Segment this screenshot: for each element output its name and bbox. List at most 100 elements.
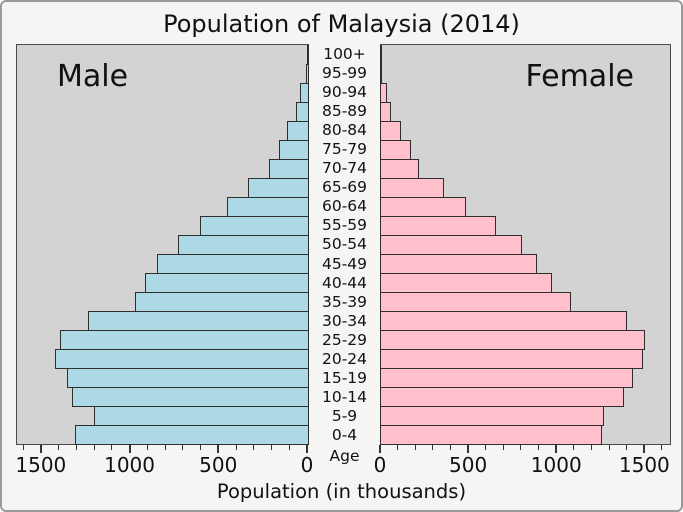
pyramid-bar: [380, 178, 444, 198]
minor-tick-mark: [200, 445, 202, 450]
male-axis-tick-labels: 0 500 1000 1500: [15, 453, 313, 479]
age-group-label: 90-94: [321, 82, 368, 101]
pyramid-bar: [380, 425, 602, 445]
age-group-label: 100+: [323, 44, 366, 63]
chart-title: Population of Malaysia (2014): [163, 10, 520, 38]
pyramid-bar: [279, 140, 309, 160]
pyramid-bar: [135, 292, 309, 312]
minor-tick-mark: [111, 445, 113, 450]
pyramid-bar: [269, 159, 309, 179]
axis-tick-label: 0: [373, 453, 387, 477]
pyramid-bar: [178, 235, 309, 255]
pyramid-bar: [380, 83, 387, 103]
minor-tick-mark: [164, 445, 166, 450]
age-group-label: 15-19: [321, 369, 368, 388]
age-group-label: 25-29: [321, 330, 368, 349]
axis-tick-label: 500: [449, 453, 488, 477]
age-group-label: 5-9: [331, 407, 358, 426]
pyramid-bar: [380, 216, 496, 236]
male-plot-area: Male: [16, 44, 309, 445]
axis-tick-label: 1500: [15, 453, 67, 477]
pyramid-bar: [300, 83, 309, 103]
axis-tick-label: 1000: [104, 453, 155, 477]
male-side-label: Male: [57, 59, 129, 94]
minor-tick-mark: [414, 445, 416, 450]
pyramid-bar: [248, 178, 309, 198]
major-tick-mark: [555, 445, 558, 453]
pyramid-bar: [380, 330, 645, 350]
minor-tick-mark: [93, 445, 95, 450]
pyramid-bar: [156, 254, 309, 274]
pyramid-bar: [75, 425, 309, 445]
pyramid-bar: [380, 311, 627, 331]
minor-tick-mark: [590, 445, 592, 450]
age-group-label: 0-4: [331, 426, 358, 445]
pyramid-bar: [145, 273, 309, 293]
pyramid-bar: [380, 197, 467, 217]
minor-tick-mark: [22, 445, 24, 450]
pyramid-bar: [380, 64, 383, 84]
age-group-label: 70-74: [321, 159, 368, 178]
major-tick-mark: [128, 445, 131, 453]
female-axis-ticks: [379, 445, 671, 457]
pyramid-bar: [380, 273, 552, 293]
major-tick-mark: [379, 445, 381, 453]
age-group-label: 10-14: [321, 388, 368, 407]
pyramid-bar: [380, 159, 420, 179]
age-group-label: 85-89: [321, 101, 368, 120]
age-group-label: 45-49: [321, 254, 368, 273]
age-group-label: 60-64: [321, 197, 368, 216]
minor-tick-mark: [235, 445, 237, 450]
age-group-label: 35-39: [321, 292, 368, 311]
age-group-label: 95-99: [321, 63, 368, 82]
axis-tick-label: 1500: [618, 453, 670, 477]
female-plot-area: Female: [380, 44, 671, 445]
age-group-label: 40-44: [321, 273, 368, 292]
major-tick-mark: [217, 445, 220, 453]
pyramid-bar: [380, 406, 604, 426]
minor-tick-mark: [502, 445, 504, 450]
age-group-label: 65-69: [321, 178, 368, 197]
minor-tick-mark: [626, 445, 628, 450]
pyramid-bar: [380, 387, 624, 407]
pyramid-bar: [380, 102, 392, 122]
pyramid-bar: [87, 311, 309, 331]
major-tick-mark: [306, 445, 308, 453]
male-axis-ticks: [16, 445, 309, 457]
minor-tick-mark: [661, 445, 663, 450]
pyramid-bar: [380, 292, 572, 312]
major-tick-mark: [467, 445, 470, 453]
pyramid-bar: [287, 121, 309, 141]
pyramid-bar: [380, 254, 537, 274]
minor-tick-mark: [182, 445, 184, 450]
pyramid-bar: [200, 216, 309, 236]
minor-tick-mark: [397, 445, 399, 450]
female-side-label: Female: [525, 59, 634, 94]
minor-tick-mark: [538, 445, 540, 450]
pyramid-bar: [380, 140, 412, 160]
pyramid-bar: [59, 330, 309, 350]
age-labels-column: 100+ 95-99 90-94 85-89 80-84 75-79 70-74 65-69 6…: [309, 44, 380, 445]
age-group-label: 75-79: [321, 140, 368, 159]
pyramid-bar: [71, 387, 309, 407]
age-axis-label: Age: [329, 447, 360, 465]
pyramid-bar: [54, 349, 309, 369]
pyramid-bar: [380, 349, 643, 369]
minor-tick-mark: [573, 445, 575, 450]
minor-tick-mark: [449, 445, 451, 450]
axis-tick-label: 0: [300, 453, 314, 477]
pyramid-bar: [380, 45, 382, 65]
age-group-label: 80-84: [321, 120, 368, 139]
minor-tick-mark: [58, 445, 60, 450]
pyramid-bar: [380, 235, 523, 255]
pyramid-bar: [227, 197, 309, 217]
minor-tick-mark: [288, 445, 290, 450]
age-group-label: 30-34: [321, 311, 368, 330]
minor-tick-mark: [608, 445, 610, 450]
minor-tick-mark: [432, 445, 434, 450]
minor-tick-mark: [271, 445, 272, 450]
age-group-label: 55-59: [321, 216, 368, 235]
minor-tick-mark: [146, 445, 148, 450]
female-axis-tick-labels: 0 500 1000 1500: [374, 453, 671, 479]
